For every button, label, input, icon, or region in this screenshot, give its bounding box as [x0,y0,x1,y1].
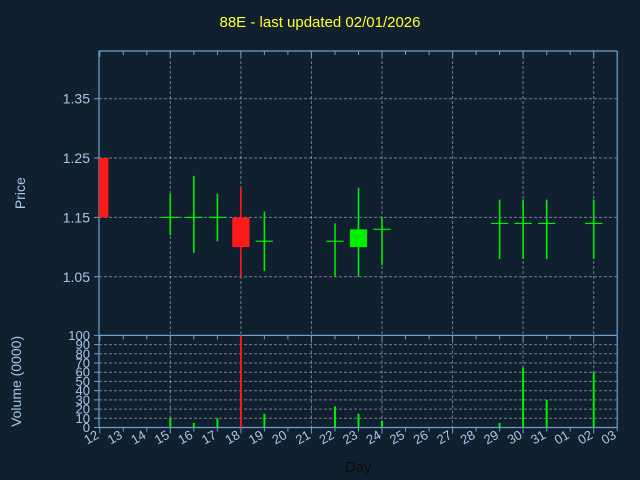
svg-text:1.35: 1.35 [63,91,90,107]
svg-text:100: 100 [68,328,90,343]
svg-text:1.25: 1.25 [63,150,90,166]
svg-text:Day: Day [345,459,372,476]
svg-text:1.15: 1.15 [63,209,90,225]
svg-text:88E - last updated 02/01/2026: 88E - last updated 02/01/2026 [220,14,421,31]
svg-text:1.05: 1.05 [63,269,90,285]
svg-text:Price: Price [12,177,28,209]
svg-text:Volume (0000): Volume (0000) [8,336,24,427]
